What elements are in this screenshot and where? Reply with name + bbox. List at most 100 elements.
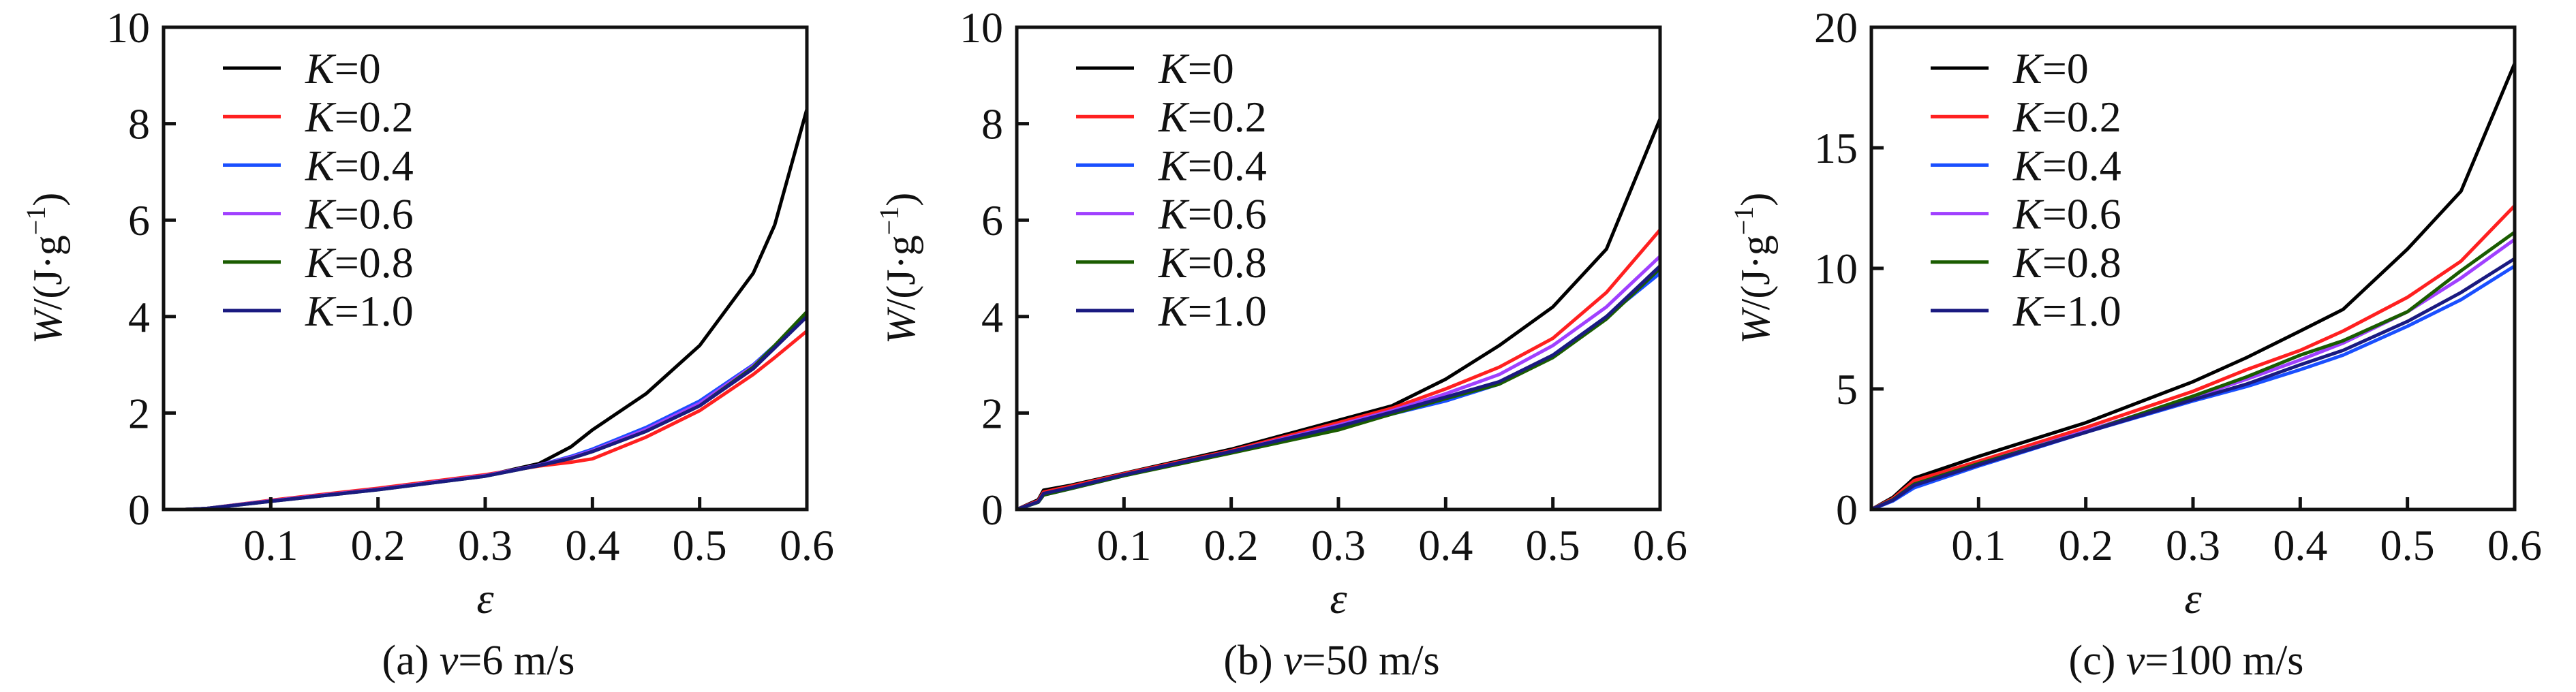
legend-label-var: K (2012, 287, 2044, 335)
legend-label-var: K (1158, 287, 1190, 335)
y-label-unit: /(J·g (878, 235, 923, 310)
x-tick-label: 0.3 (458, 521, 512, 569)
y-label-var: W (1733, 306, 1778, 344)
caption-value: =50 m/s (1302, 638, 1440, 684)
x-tick-label: 0.5 (1526, 521, 1580, 569)
series-line-K-0-2 (1015, 227, 1662, 512)
y-tick-label: 0 (128, 486, 150, 534)
y-tick-label: 20 (1814, 3, 1858, 52)
legend-label-value: =0 (2042, 44, 2089, 93)
legend-label-value: =1.0 (2042, 287, 2121, 335)
legend-label-value: =0.2 (1188, 93, 1267, 141)
x-axis-label: ε (476, 574, 494, 623)
series-line-K-0-2 (162, 329, 809, 512)
legend-label: K=1.0 (1158, 287, 1267, 335)
legend-label-value: =1.0 (1188, 287, 1267, 335)
legend-label: K=0 (1158, 44, 1234, 93)
panel-caption: (b) v=50 m/s (1223, 638, 1439, 684)
legend-label-var: K (2012, 44, 2044, 93)
y-tick-label: 10 (106, 3, 150, 52)
panel-caption: (a) v=6 m/s (382, 638, 575, 684)
legend-label-var: K (2012, 93, 2044, 141)
legend-label: K=0.4 (1158, 141, 1267, 189)
y-tick-label: 6 (128, 196, 150, 245)
y-tick-label: 0 (981, 486, 1003, 534)
series-line-K-1-0 (1015, 264, 1662, 512)
x-tick-label: 0.4 (2273, 521, 2327, 569)
legend-label-var: K (1158, 93, 1190, 141)
legend-label-value: =0.4 (1188, 141, 1267, 189)
x-tick-label: 0.5 (2380, 521, 2435, 569)
y-tick-label: 0 (1836, 486, 1858, 534)
legend-label-value: =0.8 (335, 238, 414, 287)
legend-label: K=1.0 (305, 287, 414, 335)
x-tick-label: 0.5 (673, 521, 727, 569)
caption-value: =6 m/s (458, 638, 574, 684)
series-line-K-0-4 (1869, 264, 2517, 512)
x-tick-label: 0.6 (1633, 521, 1687, 569)
series-line-K-0 (1869, 61, 2517, 512)
legend-label: K=0.2 (1158, 93, 1267, 141)
legend-label-var: K (1158, 141, 1190, 189)
x-tick-label: 0.2 (1204, 521, 1259, 569)
chart-panel-a: 0.1 0.2 0.3 0.4 0.5 0.60246810εW/(J·g−1)K=0K=… (20, 3, 834, 684)
x-tick-label: 0.6 (2487, 521, 2542, 569)
y-label-var: W (878, 306, 923, 344)
legend-label: K=0.4 (305, 141, 414, 189)
legend-label-var: K (2012, 141, 2044, 189)
y-label-close: ) (1733, 193, 1778, 206)
legend-label: K=0.6 (2012, 190, 2121, 238)
x-tick-label: 0.4 (1418, 521, 1473, 569)
y-label-exp: −1 (20, 206, 51, 236)
y-tick-label: 2 (981, 389, 1003, 437)
x-tick-label: 0.3 (2166, 521, 2220, 569)
legend-label-var: K (305, 190, 337, 238)
series-line-K-0-6 (162, 315, 809, 512)
legend-label: K=0.4 (2012, 141, 2121, 189)
legend-label: K=0 (305, 44, 381, 93)
x-tick-label: 0.2 (2059, 521, 2113, 569)
legend-label-value: =0.4 (2042, 141, 2121, 189)
y-tick-label: 2 (128, 389, 150, 437)
legend-label-var: K (1158, 190, 1190, 238)
y-label-unit: /(J·g (1733, 235, 1778, 310)
caption-prefix: (c) (2069, 638, 2126, 684)
series-line-K-0-2 (1869, 204, 2517, 512)
plot-frame (162, 25, 809, 512)
legend-label-value: =0.4 (335, 141, 414, 189)
legend-label: K=1.0 (2012, 287, 2121, 335)
caption-var: v (1283, 638, 1302, 684)
y-tick-label: 10 (1814, 245, 1858, 293)
legend-label: K=0.8 (305, 238, 414, 287)
x-tick-label: 0.6 (780, 521, 834, 569)
legend-label-var: K (305, 238, 337, 287)
legend-label: K=0.6 (1158, 190, 1267, 238)
y-tick-label: 8 (128, 100, 150, 148)
legend-label-value: =1.0 (335, 287, 414, 335)
series-line-K-0 (1015, 117, 1662, 512)
y-label-exp: −1 (1728, 206, 1759, 236)
y-tick-label: 8 (981, 100, 1003, 148)
x-tick-label: 0.3 (1311, 521, 1366, 569)
x-tick-label: 0.1 (1951, 521, 2006, 569)
chart-panel-b: 0.1 0.2 0.3 0.4 0.5 0.60246810εW/(J·g−1)K=0K=… (874, 3, 1687, 684)
legend-label-value: =0.6 (2042, 190, 2121, 238)
x-axis-label: ε (2184, 574, 2202, 623)
panel-caption: (c) v=100 m/s (2069, 638, 2304, 684)
y-axis-label: W/(J·g−1) (20, 193, 70, 345)
legend-label-value: =0.2 (335, 93, 414, 141)
series-line-K-0-8 (162, 310, 809, 512)
x-tick-label: 0.4 (565, 521, 619, 569)
legend-label-var: K (305, 93, 337, 141)
y-axis-label: W/(J·g−1) (1728, 193, 1778, 345)
caption-prefix: (b) (1223, 638, 1283, 684)
legend-label: K=0.2 (2012, 93, 2121, 141)
caption-var: v (2126, 638, 2145, 684)
legend-label-value: =0 (335, 44, 381, 93)
legend-label-var: K (305, 141, 337, 189)
series-line-K-1-0 (1869, 257, 2517, 512)
legend-label-var: K (1158, 44, 1190, 93)
caption-var: v (440, 638, 459, 684)
caption-value: =100 m/s (2145, 638, 2303, 684)
